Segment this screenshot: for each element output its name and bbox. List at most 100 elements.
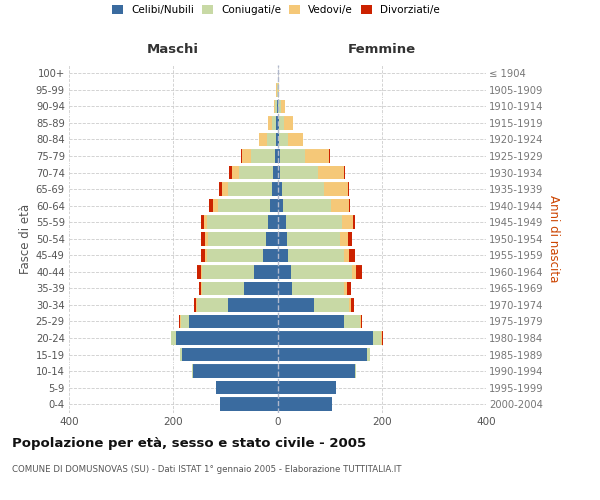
Bar	[344, 282, 347, 295]
Bar	[205, 248, 206, 262]
Bar	[229, 166, 232, 179]
Bar	[268, 216, 277, 229]
Bar	[381, 332, 382, 345]
Bar	[266, 232, 277, 245]
Bar	[314, 298, 349, 312]
Bar	[348, 182, 349, 196]
Bar	[182, 348, 277, 362]
Bar	[270, 199, 277, 212]
Bar	[239, 166, 274, 179]
Bar	[276, 132, 277, 146]
Y-axis label: Anni di nascita: Anni di nascita	[547, 195, 560, 282]
Bar	[201, 265, 202, 278]
Bar	[277, 381, 336, 394]
Bar	[277, 265, 290, 278]
Bar	[287, 232, 340, 245]
Bar	[268, 116, 272, 130]
Bar	[206, 216, 268, 229]
Bar	[348, 232, 352, 245]
Bar	[278, 83, 279, 96]
Bar	[176, 332, 277, 345]
Bar	[349, 199, 350, 212]
Bar	[170, 332, 176, 345]
Bar	[254, 265, 277, 278]
Bar	[272, 182, 277, 196]
Bar	[266, 132, 276, 146]
Text: COMUNE DI DOMUSNOVAS (SU) - Dati ISTAT 1° gennaio 2005 - Elaborazione TUTTITALIA: COMUNE DI DOMUSNOVAS (SU) - Dati ISTAT 1…	[12, 465, 401, 474]
Bar	[281, 100, 285, 113]
Bar	[205, 232, 208, 245]
Bar	[277, 332, 373, 345]
Bar	[179, 348, 182, 362]
Bar	[206, 248, 263, 262]
Bar	[244, 282, 277, 295]
Bar	[353, 216, 355, 229]
Bar	[288, 248, 344, 262]
Bar	[356, 265, 362, 278]
Y-axis label: Fasce di età: Fasce di età	[19, 204, 32, 274]
Bar	[317, 166, 344, 179]
Bar	[344, 248, 349, 262]
Bar	[283, 199, 331, 212]
Bar	[213, 199, 218, 212]
Bar	[259, 132, 266, 146]
Bar	[202, 282, 244, 295]
Bar	[349, 298, 351, 312]
Bar	[277, 314, 344, 328]
Bar	[277, 182, 281, 196]
Bar	[209, 199, 213, 212]
Bar	[278, 100, 281, 113]
Bar	[219, 182, 222, 196]
Bar	[382, 332, 383, 345]
Bar	[204, 216, 206, 229]
Bar	[325, 182, 348, 196]
Bar	[342, 216, 353, 229]
Bar	[279, 132, 289, 146]
Bar	[373, 332, 381, 345]
Bar	[179, 314, 180, 328]
Bar	[192, 364, 193, 378]
Bar	[284, 116, 293, 130]
Bar	[193, 364, 277, 378]
Bar	[344, 314, 360, 328]
Bar	[194, 298, 196, 312]
Bar	[277, 149, 280, 163]
Bar	[352, 265, 356, 278]
Bar	[201, 232, 205, 245]
Bar	[222, 182, 228, 196]
Bar	[277, 116, 278, 130]
Bar	[277, 232, 287, 245]
Bar	[280, 149, 305, 163]
Bar	[220, 398, 277, 411]
Bar	[351, 298, 353, 312]
Bar	[367, 348, 370, 362]
Bar	[216, 381, 277, 394]
Bar	[277, 348, 367, 362]
Bar	[197, 298, 228, 312]
Bar	[355, 364, 356, 378]
Bar	[218, 199, 270, 212]
Bar	[277, 298, 314, 312]
Bar	[277, 364, 355, 378]
Bar	[199, 282, 202, 295]
Bar	[189, 314, 277, 328]
Bar	[349, 248, 355, 262]
Bar	[228, 298, 277, 312]
Bar	[360, 314, 361, 328]
Bar	[340, 232, 348, 245]
Bar	[180, 314, 181, 328]
Bar	[331, 199, 349, 212]
Bar	[286, 216, 342, 229]
Bar	[277, 248, 288, 262]
Text: Femmine: Femmine	[347, 43, 416, 56]
Bar	[344, 166, 345, 179]
Bar	[208, 232, 266, 245]
Bar	[202, 265, 254, 278]
Bar	[277, 132, 279, 146]
Bar	[305, 149, 329, 163]
Bar	[274, 100, 275, 113]
Bar	[228, 182, 272, 196]
Bar	[278, 116, 284, 130]
Bar	[280, 166, 317, 179]
Bar	[290, 265, 352, 278]
